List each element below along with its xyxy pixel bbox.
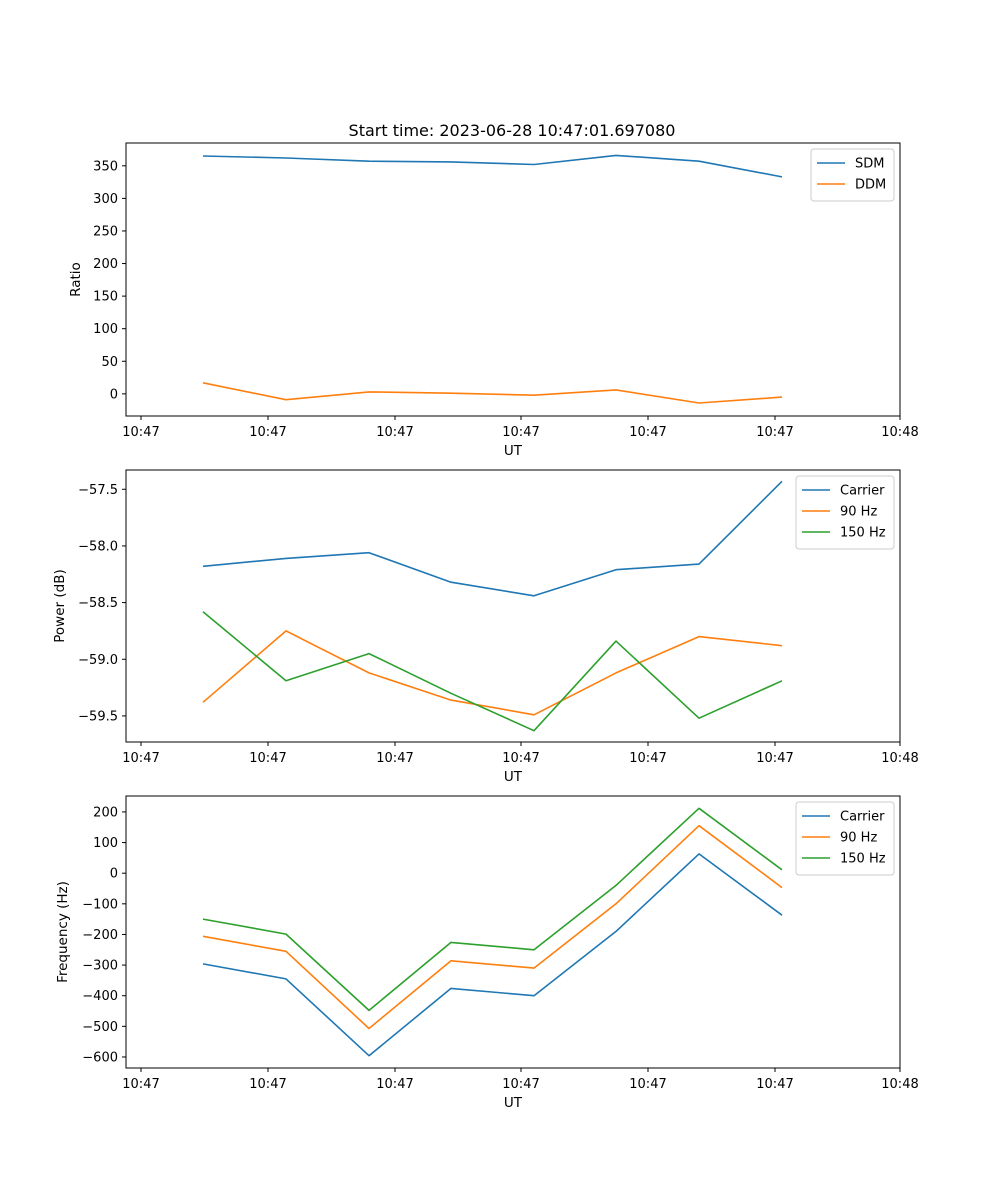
- power-y-tick-label: −58.5: [78, 596, 118, 611]
- power-legend-label: 150 Hz: [840, 526, 886, 541]
- ratio-y-axis-label: Ratio: [68, 262, 84, 297]
- power-series-150-hz-line: [202, 611, 783, 732]
- frequency-x-tick-label: 10:48: [881, 1077, 918, 1092]
- power-y-tick-label: −59.5: [78, 709, 118, 724]
- ratio-x-tick-label: 10:47: [249, 425, 286, 440]
- ratio-x-tick-label: 10:48: [881, 425, 918, 440]
- ratio-y-tick-label: 50: [101, 355, 118, 370]
- frequency-y-tick-label: −200: [82, 928, 118, 943]
- frequency-y-tick-label: −400: [82, 989, 118, 1004]
- ratio-y-tick-label: 150: [93, 290, 118, 305]
- power-series-carrier-line: [202, 480, 783, 597]
- power-y-tick-label: −58.0: [78, 539, 118, 554]
- frequency-axes-frame: [125, 795, 901, 1069]
- frequency-y-tick-label: 200: [93, 805, 118, 820]
- frequency-legend-label: Carrier: [840, 810, 885, 825]
- frequency-y-tick-label: 100: [93, 836, 118, 851]
- power-panel: 10:47 10:47 10:47 10:47 10:47 10:47 10:48 UT −59…: [52, 469, 919, 785]
- ratio-x-axis-label: UT: [504, 443, 523, 459]
- frequency-x-tick-label: 10:47: [376, 1077, 413, 1092]
- power-series-90-hz-line: [202, 630, 783, 716]
- frequency-x-tick-label: 10:47: [629, 1077, 666, 1092]
- ratio-x-tick-label: 10:47: [502, 425, 539, 440]
- power-x-tick-label: 10:47: [376, 751, 413, 766]
- power-x-axis-label: UT: [504, 769, 523, 785]
- frequency-legend-label: 90 Hz: [840, 831, 877, 846]
- frequency-series-carrier-line: [202, 853, 783, 1057]
- frequency-y-tick-label: −600: [82, 1050, 118, 1065]
- power-y-tick-label: −59.0: [78, 653, 118, 668]
- power-x-tick-label: 10:47: [249, 751, 286, 766]
- ratio-y-tick-label: 300: [93, 192, 118, 207]
- power-x-tick-label: 10:47: [756, 751, 793, 766]
- power-axes-frame: [125, 469, 901, 743]
- ratio-legend-label: SDM: [855, 157, 884, 172]
- frequency-x-tick-label: 10:47: [122, 1077, 159, 1092]
- ratio-series-sdm-line: [202, 154, 783, 178]
- frequency-series-90-hz-line: [202, 824, 783, 1030]
- power-legend-label: 90 Hz: [840, 505, 877, 520]
- figure-title: Start time: 2023-06-28 10:47:01.697080: [349, 121, 676, 140]
- frequency-x-axis-label: UT: [504, 1095, 523, 1111]
- frequency-y-axis-label: Frequency (Hz): [55, 881, 71, 983]
- power-legend: [795, 475, 895, 550]
- power-legend-label: Carrier: [840, 484, 885, 499]
- ratio-x-tick-label: 10:47: [629, 425, 666, 440]
- ratio-y-tick-label: 0: [110, 387, 118, 402]
- ratio-legend: [810, 148, 895, 202]
- ratio-x-tick-label: 10:47: [376, 425, 413, 440]
- power-x-tick-label: 10:48: [881, 751, 918, 766]
- ratio-axes-frame: [125, 142, 901, 417]
- ratio-panel: 10:47 10:47 10:47 10:47 10:47 10:47 10:48 UT 0 50…: [68, 142, 919, 459]
- ratio-x-tick-label: 10:47: [122, 425, 159, 440]
- frequency-x-tick-label: 10:47: [249, 1077, 286, 1092]
- frequency-y-tick-label: 0: [110, 867, 118, 882]
- frequency-x-tick-label: 10:47: [502, 1077, 539, 1092]
- ratio-y-tick-label: 200: [93, 257, 118, 272]
- frequency-x-tick-label: 10:47: [756, 1077, 793, 1092]
- power-y-axis-label: Power (dB): [52, 569, 68, 642]
- ratio-y-tick-label: 350: [93, 159, 118, 174]
- ratio-y-tick-label: 100: [93, 322, 118, 337]
- power-x-tick-label: 10:47: [122, 751, 159, 766]
- frequency-series-150-hz-line: [202, 807, 783, 1012]
- ratio-y-tick-label: 250: [93, 224, 118, 239]
- frequency-y-tick-label: −100: [82, 897, 118, 912]
- power-x-tick-label: 10:47: [502, 751, 539, 766]
- power-x-tick-label: 10:47: [629, 751, 666, 766]
- frequency-legend: [795, 801, 895, 876]
- frequency-legend-label: 150 Hz: [840, 852, 886, 867]
- ratio-x-tick-label: 10:47: [756, 425, 793, 440]
- frequency-panel: 10:47 10:47 10:47 10:47 10:47 10:47 10:48 UT −60…: [55, 795, 919, 1111]
- frequency-y-tick-label: −300: [82, 959, 118, 974]
- power-y-tick-label: −57.5: [78, 483, 118, 498]
- ratio-legend-label: DDM: [855, 178, 886, 193]
- ratio-series-ddm-line: [202, 382, 783, 404]
- frequency-y-tick-label: −500: [82, 1020, 118, 1035]
